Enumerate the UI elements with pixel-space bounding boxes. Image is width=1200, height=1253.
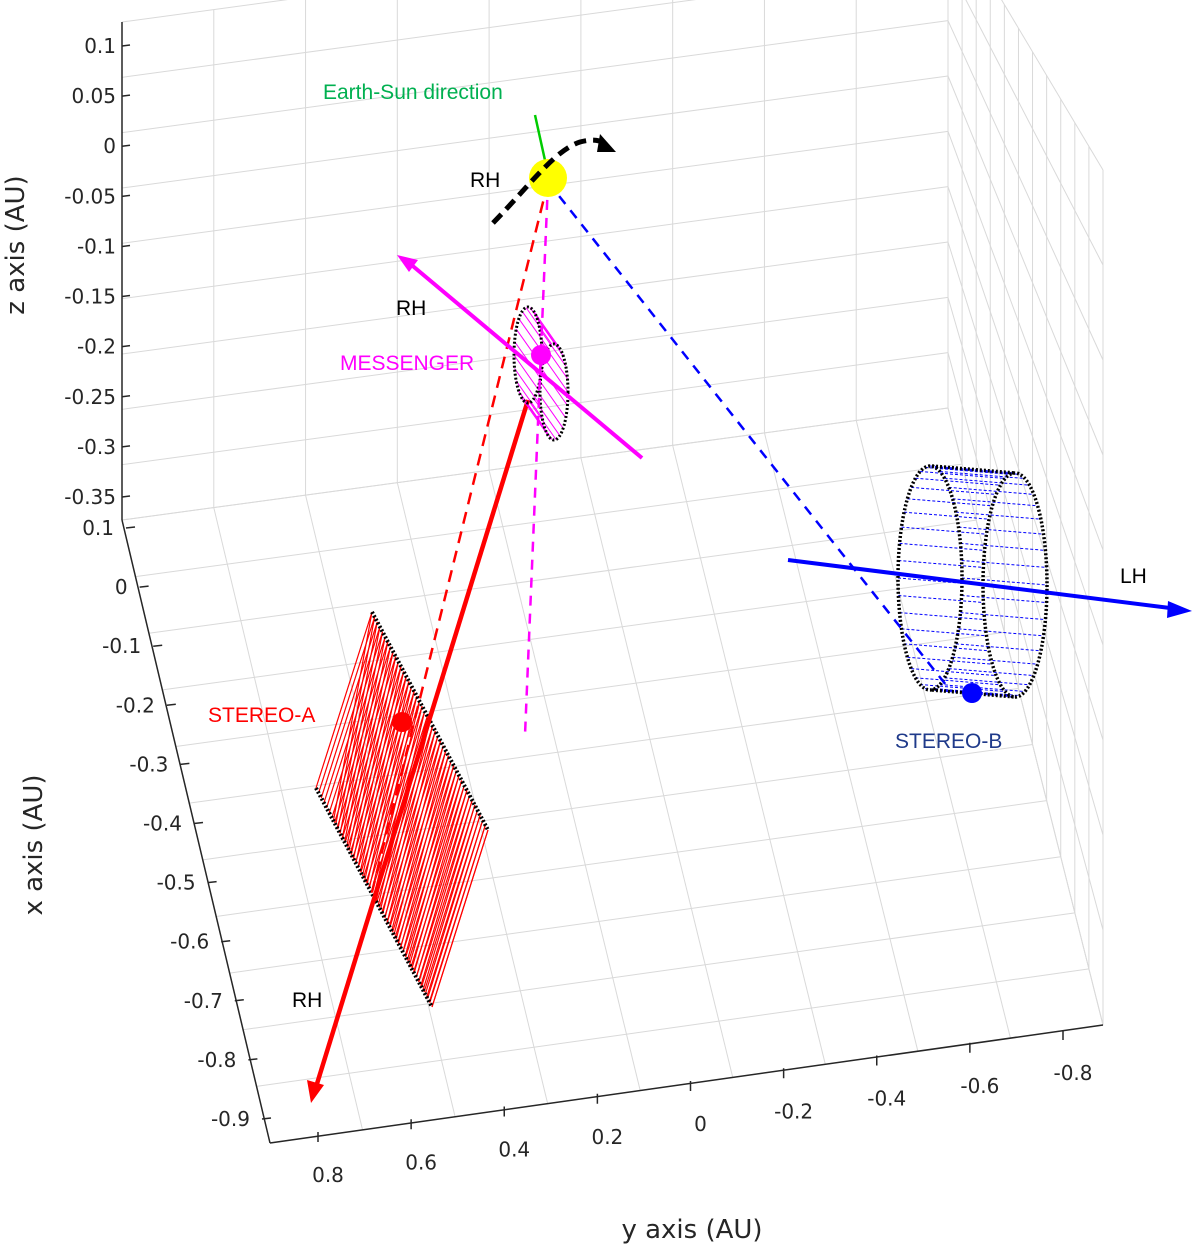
x-tick-label: -0.8: [197, 1048, 236, 1072]
x-tick-label: -0.5: [157, 871, 196, 895]
y-tick-label: -0.2: [774, 1099, 813, 1123]
x-tick-label: -0.6: [170, 930, 209, 954]
z-axis-label: z axis (AU): [1, 175, 31, 314]
y-tick-label: -0.8: [1053, 1061, 1092, 1085]
stereo-b-spacecraft: [962, 683, 982, 703]
y-tick-label: 0.2: [591, 1125, 623, 1149]
side-wall-grid: [947, 0, 1104, 1026]
x-tick-label: 0: [115, 575, 128, 599]
z-tick-label: 0.1: [84, 34, 116, 58]
x-tick-label: 0.1: [82, 516, 114, 540]
stereo-a-label: STEREO-A: [208, 704, 315, 727]
z-tick-label: -0.25: [64, 385, 116, 409]
x-axis-ticks: 0.1 0 -0.1 -0.2 -0.3 -0.4 -0.5 -0.6 -0.7 -0.8 -0.9: [82, 516, 250, 1131]
stereo-b-handedness-label: LH: [1120, 565, 1147, 588]
messenger-spacecraft: [531, 345, 551, 365]
sun-to-messenger-line: [523, 181, 550, 736]
stereo-b-label: STEREO-B: [895, 730, 1002, 753]
z-tick-label: 0: [103, 134, 116, 158]
floor-grid: [121, 407, 1104, 1144]
z-tick-label: -0.35: [64, 485, 116, 509]
stereo-b-flux-rope: [896, 464, 1049, 703]
back-wall-grid: [121, 0, 949, 521]
messenger-handedness-label: RH: [396, 297, 426, 320]
sun-to-stereo-a-line: [368, 181, 550, 901]
z-tick-label: -0.05: [64, 184, 116, 208]
x-tick-label: -0.4: [143, 812, 182, 836]
stereo-a-spacecraft: [392, 712, 412, 732]
y-tick-label: 0: [694, 1112, 707, 1136]
z-axis-ticks: 0.1 0.05 0 -0.05 -0.1 -0.15 -0.2 -0.25 -0.3 -0.35: [64, 34, 116, 509]
z-tick-label: -0.2: [77, 335, 116, 359]
sun: [529, 159, 567, 197]
y-axis-label: y axis (AU): [621, 1215, 762, 1245]
stereo-b-axis-arrow: [787, 558, 1179, 611]
y-tick-label: 0.4: [498, 1138, 530, 1162]
stereo-a-axis-arrow: [313, 399, 531, 1088]
z-tick-label: -0.3: [77, 435, 116, 459]
stereo-b-cylinder-front: [896, 464, 964, 692]
stereo-a-handedness-label: RH: [292, 989, 322, 1012]
sun-to-stereo-b-line: [547, 181, 951, 691]
stereo-a-flux-rope: [314, 611, 490, 1008]
y-tick-label: 0.8: [312, 1163, 344, 1187]
z-tick-label: 0.05: [71, 84, 116, 108]
z-tick-label: -0.15: [64, 285, 116, 309]
sun-handedness-label: RH: [470, 169, 500, 192]
x-tick-label: -0.7: [184, 989, 223, 1013]
stereo-b-cylinder-back: [981, 471, 1049, 699]
axes: [121, 22, 1104, 1144]
y-tick-label: -0.6: [960, 1074, 999, 1098]
messenger-label: MESSENGER: [340, 352, 474, 375]
x-tick-label: -0.2: [116, 693, 155, 717]
y-tick-label: 0.6: [405, 1150, 437, 1174]
y-tick-label: -0.4: [867, 1087, 906, 1111]
x-tick-label: -0.3: [129, 752, 168, 776]
messenger-axis-arrow: [406, 260, 644, 460]
x-tick-label: -0.1: [102, 634, 141, 658]
z-tick-label: -0.1: [77, 234, 116, 258]
earth-sun-direction-label: Earth-Sun direction: [323, 81, 503, 104]
y-axis-ticks: 0.8 0.6 0.4 0.2 0 -0.2 -0.4 -0.6 -0.8: [312, 1061, 1092, 1187]
x-tick-label: -0.9: [211, 1107, 250, 1131]
x-axis-label: x axis (AU): [19, 774, 49, 915]
